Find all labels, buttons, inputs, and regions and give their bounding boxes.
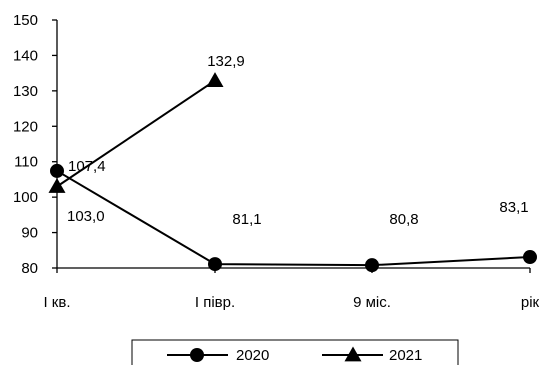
legend-2020-marker xyxy=(190,348,204,362)
y-tick-label: 90 xyxy=(21,225,38,242)
data-label-2021: 132,9 xyxy=(207,53,245,70)
y-tick-label: 130 xyxy=(13,83,38,100)
data-labels: 107,4 81,1 80,8 83,1 103,0 132,9 xyxy=(67,53,529,228)
series-2021-point xyxy=(206,72,224,87)
legend-2021-marker xyxy=(344,346,362,362)
y-tick-label: 150 xyxy=(13,12,38,29)
series-2020-point xyxy=(50,163,64,178)
y-tick-label: 110 xyxy=(14,154,38,171)
series-2020-line xyxy=(56,170,531,267)
legend-2021-label: 2021 xyxy=(389,347,422,364)
data-label-2021: 103,0 xyxy=(67,208,105,225)
y-tick-label: 120 xyxy=(13,118,38,135)
series-2021-point xyxy=(48,178,66,193)
x-tick-label: 9 міс. xyxy=(353,294,391,311)
data-label-2020: 81,1 xyxy=(232,211,261,228)
y-tick-label: 100 xyxy=(13,189,38,206)
legend: 2020 2021 xyxy=(131,339,459,365)
x-tick-label: рік xyxy=(521,294,540,311)
series-group xyxy=(48,72,537,273)
y-axis-ticks: 80 90 100 110 120 130 140 150 xyxy=(13,12,57,277)
series-2020-point xyxy=(523,250,537,265)
y-tick-label: 80 xyxy=(21,260,38,277)
legend-2020-label: 2020 xyxy=(236,347,269,364)
x-tick-label: І півр. xyxy=(195,294,235,311)
y-tick-label: 140 xyxy=(13,47,38,64)
series-2020-point xyxy=(365,258,379,273)
legend-box xyxy=(131,339,459,365)
data-label-2020: 80,8 xyxy=(389,211,418,228)
data-label-2020: 83,1 xyxy=(499,199,528,216)
series-2020-point xyxy=(208,257,222,272)
series-2021-line xyxy=(56,79,216,188)
axes xyxy=(56,20,530,269)
x-tick-label: І кв. xyxy=(43,294,70,311)
x-axis-ticks: І кв. І півр. 9 міс. рік xyxy=(43,268,540,311)
data-label-2020: 107,4 xyxy=(68,158,106,175)
